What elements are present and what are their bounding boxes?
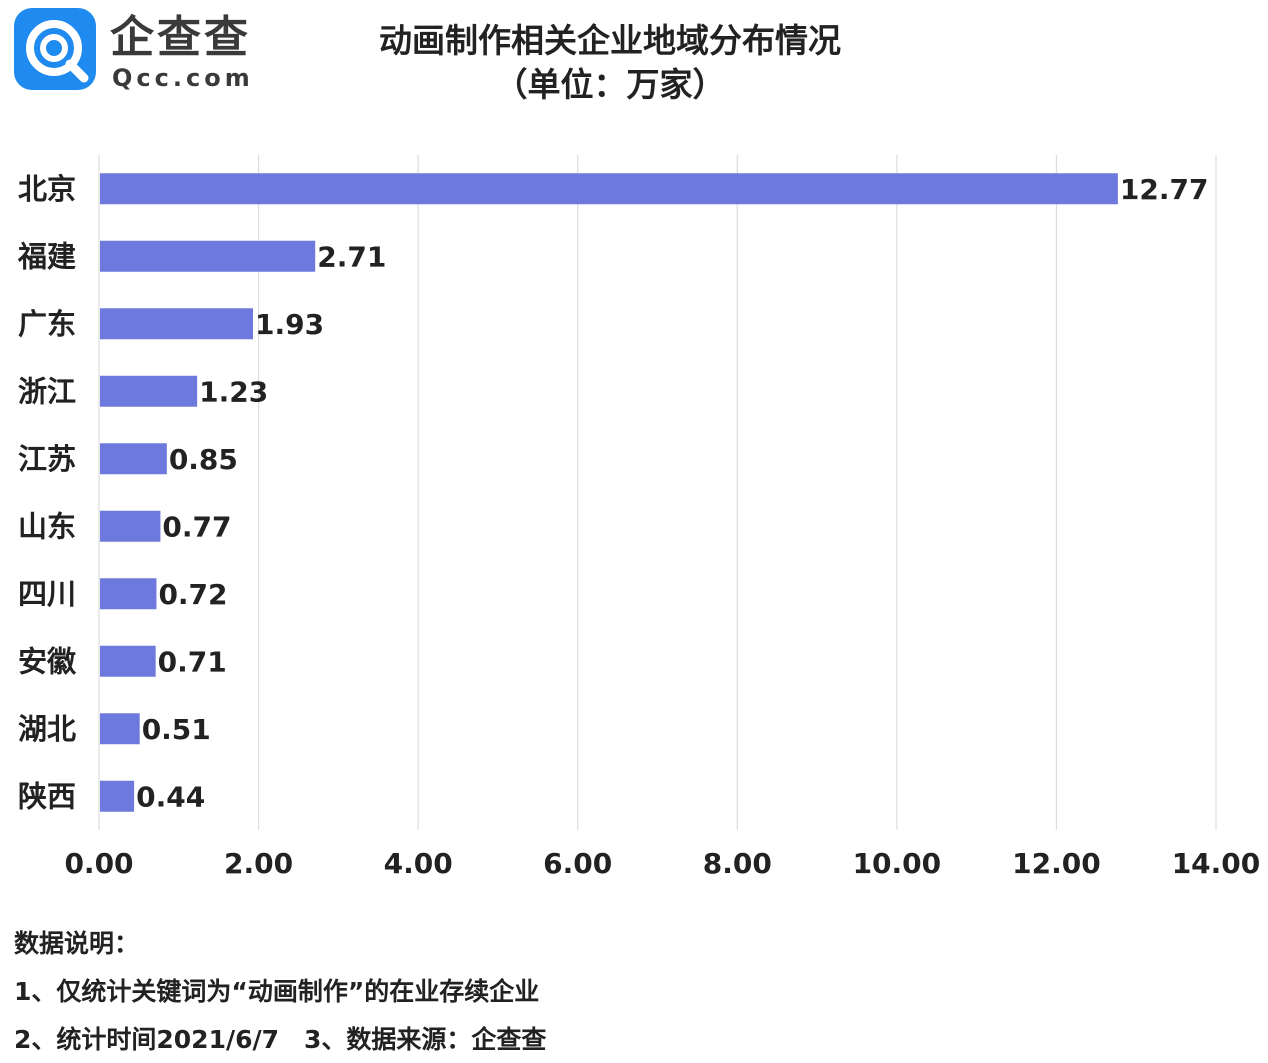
value-label: 1.93 (255, 308, 324, 341)
category-label: 江苏 (18, 442, 76, 476)
brand-name-cn: 企查查 (110, 12, 251, 63)
bar-4 (100, 443, 167, 475)
bar-5 (100, 510, 161, 542)
notes-line-2: 2、统计时间2021/6/7 3、数据来源：企查查 (14, 1025, 547, 1054)
brand-name-en: Qcc.com (112, 64, 254, 92)
category-label: 浙江 (18, 374, 76, 408)
chart-subtitle: （单位：万家） (494, 65, 726, 104)
value-label: 0.85 (169, 443, 238, 476)
bar-1 (100, 240, 316, 272)
value-label: 0.72 (158, 578, 227, 611)
brand-logo: 企查查 Qcc.com (14, 8, 274, 98)
value-label: 1.23 (199, 375, 268, 408)
value-label: 2.71 (317, 240, 386, 273)
x-tick-label: 10.00 (853, 847, 942, 880)
category-label: 北京 (18, 172, 76, 206)
bar-6 (100, 578, 157, 610)
category-label: 山东 (18, 509, 76, 543)
x-tick-label: 2.00 (224, 847, 293, 880)
x-tick-label: 14.00 (1172, 847, 1261, 880)
notes-heading: 数据说明： (14, 929, 140, 958)
value-label: 0.44 (136, 780, 205, 813)
bar-0 (100, 173, 1118, 205)
category-label: 陕西 (18, 779, 76, 813)
category-label: 四川 (18, 577, 76, 611)
value-label: 0.51 (142, 713, 211, 746)
category-label: 广东 (18, 307, 76, 341)
x-tick-label: 4.00 (384, 847, 453, 880)
bar-chart: 0.00 2.00 4.00 6.00 8.00 10.00 12.00 14.00 北京 12.… (17, 155, 1261, 880)
bar-3 (100, 375, 198, 407)
x-tick-label: 12.00 (1012, 847, 1101, 880)
notes-line-1: 1、仅统计关键词为“动画制作”的在业存续企业 (14, 977, 540, 1006)
x-tick-label: 0.00 (64, 847, 133, 880)
category-label: 湖北 (18, 712, 76, 746)
value-label: 0.77 (162, 510, 231, 543)
qcc-logo-icon (14, 8, 96, 90)
value-label: 12.77 (1120, 173, 1209, 206)
value-label: 0.71 (158, 645, 227, 678)
category-label: 安徽 (18, 644, 77, 678)
x-tick-label: 8.00 (703, 847, 772, 880)
bar-2 (100, 308, 253, 340)
bar-8 (100, 713, 140, 745)
x-tick-label: 6.00 (543, 847, 612, 880)
bar-7 (100, 645, 156, 677)
category-label: 福建 (17, 239, 76, 273)
bar-9 (100, 780, 135, 812)
chart-title: 动画制作相关企业地域分布情况 (379, 21, 841, 60)
